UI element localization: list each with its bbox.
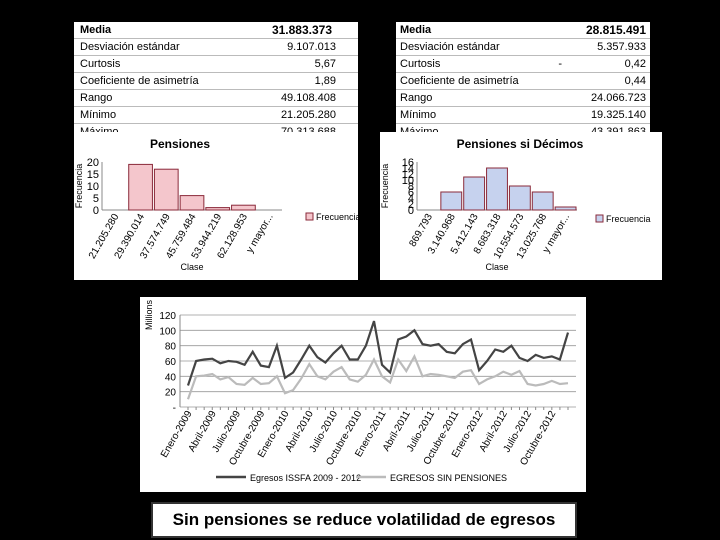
stats-label: Mínimo xyxy=(80,109,117,121)
stats-table-sin-decimos: Media 28.815.491 Desviación estándar 5.357.… xyxy=(396,22,650,141)
stats-label: Desviación estándar xyxy=(400,41,500,53)
stats-value: 9.107.013 xyxy=(287,41,336,53)
y-tick-label: 20 xyxy=(165,388,177,399)
series-line xyxy=(186,320,570,386)
stats-label: Curtosis xyxy=(400,58,441,70)
stats-row: Mínimo 21.205.280 xyxy=(74,107,358,124)
histogram-bar xyxy=(128,163,153,211)
stats-value: 5.357.933 xyxy=(597,41,646,53)
stats-value: 5,67 xyxy=(314,58,336,70)
y-tick-label: 120 xyxy=(159,311,176,322)
y-tick-label: 40 xyxy=(165,372,177,383)
stats-label: Curtosis xyxy=(80,58,121,70)
y-axis-label: Frecuencia xyxy=(380,164,390,209)
y-tick-label: 0 xyxy=(408,205,414,217)
stats-row: Desviación estándar 9.107.013 xyxy=(74,39,358,56)
y-tick-label: 15 xyxy=(87,169,99,181)
y-tick-label: 16 xyxy=(402,157,414,169)
chart-title: Pensiones xyxy=(150,137,210,151)
y-tick-label: 12 xyxy=(402,169,414,181)
legend-label: Frecuencia xyxy=(606,214,651,224)
stats-value: 49.108.408 xyxy=(280,92,336,104)
legend-label: Egresos ISSFA 2009 - 2012 xyxy=(250,473,361,483)
stats-row: Rango 49.108.408 xyxy=(74,90,358,107)
stats-row: Mínimo 19.325.140 xyxy=(396,107,650,124)
banner-conclusion: Sin pensiones se reduce volatilidad de e… xyxy=(151,502,577,538)
stats-label: Desviación estándar xyxy=(80,41,180,53)
y-tick-label: - xyxy=(173,403,176,414)
histogram-pensiones-panel: Pensiones Frecuencia 0 5 10 15 20 21.205.280 29.… xyxy=(74,132,361,280)
histogram-bar xyxy=(463,176,486,211)
histogram-sin-decimos: Pensiones si Décimos Frecuencia 0246810121… xyxy=(380,137,651,272)
stats-row: Rango 24.066.723 xyxy=(396,90,650,107)
x-tick-label: Enero-2009 xyxy=(159,409,195,460)
histogram-bar xyxy=(205,207,231,211)
y-axis-label: Millions xyxy=(144,300,154,331)
histogram-sin-decimos-panel: Pensiones si Décimos Frecuencia 0 2 4 6 8 10 12 1… xyxy=(380,132,662,280)
histogram-bar xyxy=(531,191,554,211)
y-tick-label: 2 xyxy=(408,199,414,211)
x-axis-label: Clase xyxy=(180,262,203,272)
y-tick-label: 60 xyxy=(165,357,177,368)
stats-label: Media xyxy=(80,24,112,36)
stats-label: Coeficiente de asimetría xyxy=(400,75,519,87)
stats-row: Coeficiente de asimetría 1,89 xyxy=(74,73,358,90)
stats-label: Rango xyxy=(400,92,433,104)
histogram-pensiones: PensionesFrecuencia0510152021.205.28029.… xyxy=(74,137,361,272)
histogram-bar xyxy=(153,168,179,211)
series-line xyxy=(186,353,569,400)
stats-row: Coeficiente de asimetría 0,44 xyxy=(396,73,650,90)
x-axis-label: Clase xyxy=(485,262,508,272)
stats-row: Desviación estándar 5.357.933 xyxy=(396,39,650,56)
stats-row: Curtosis 5,67 xyxy=(74,56,358,73)
stats-row: Curtosis 0,42 - xyxy=(396,56,650,73)
stats-value: 19.325.140 xyxy=(590,109,646,121)
stats-extra: - xyxy=(558,58,562,70)
stats-row: Media 28.815.491 xyxy=(396,22,650,39)
y-tick-label: 10 xyxy=(87,181,99,193)
stats-label: Media xyxy=(400,24,432,36)
legend-swatch xyxy=(595,214,604,223)
stats-value: 0,44 xyxy=(624,75,646,87)
legend-swatch xyxy=(305,212,314,221)
y-tick-label: 4 xyxy=(408,193,414,205)
stats-value: 31.883.373 xyxy=(271,23,332,37)
histogram-bar xyxy=(440,191,463,211)
y-axis-label: Frecuencia xyxy=(74,164,84,209)
legend-label: EGRESOS SIN PENSIONES xyxy=(390,473,507,483)
y-tick-label: 14 xyxy=(402,163,414,175)
y-tick-label: 8 xyxy=(408,181,414,193)
y-tick-label: 80 xyxy=(165,342,177,353)
histogram-bar xyxy=(231,204,256,211)
stats-value: 28.815.491 xyxy=(585,23,646,37)
line-chart-panel: Millions -20 40 60 80 100 120 Enero-2009 Abril-2… xyxy=(140,297,586,492)
y-tick-label: 10 xyxy=(402,175,414,187)
stats-value: 1,89 xyxy=(314,75,336,87)
y-tick-label: 100 xyxy=(159,326,176,337)
stats-row: Media 31.883.373 xyxy=(74,22,358,39)
y-tick-label: 20 xyxy=(87,157,99,169)
stats-value: 21.205.280 xyxy=(280,109,336,121)
histogram-bar xyxy=(554,206,577,211)
stats-table-pensiones: Media 31.883.373 Desviación estándar 9.107.… xyxy=(74,22,358,141)
stats-label: Coeficiente de asimetría xyxy=(80,75,199,87)
stats-value: 0,42 xyxy=(624,58,646,70)
y-tick-label: 5 xyxy=(93,193,99,205)
y-tick-label: 0 xyxy=(93,205,99,217)
chart-title: Pensiones si Décimos xyxy=(457,137,584,151)
legend-label: Frecuencia xyxy=(316,212,358,222)
y-tick-label: 6 xyxy=(408,187,414,199)
histogram-bar xyxy=(508,185,531,211)
histogram-bar xyxy=(179,195,205,211)
stats-label: Rango xyxy=(80,92,113,104)
histogram-bar xyxy=(486,167,508,211)
line-chart-egresos: Millions-20406080100120Enero-2009Abril-2… xyxy=(144,300,576,483)
stats-label: Mínimo xyxy=(400,109,437,121)
stats-value: 24.066.723 xyxy=(590,92,646,104)
